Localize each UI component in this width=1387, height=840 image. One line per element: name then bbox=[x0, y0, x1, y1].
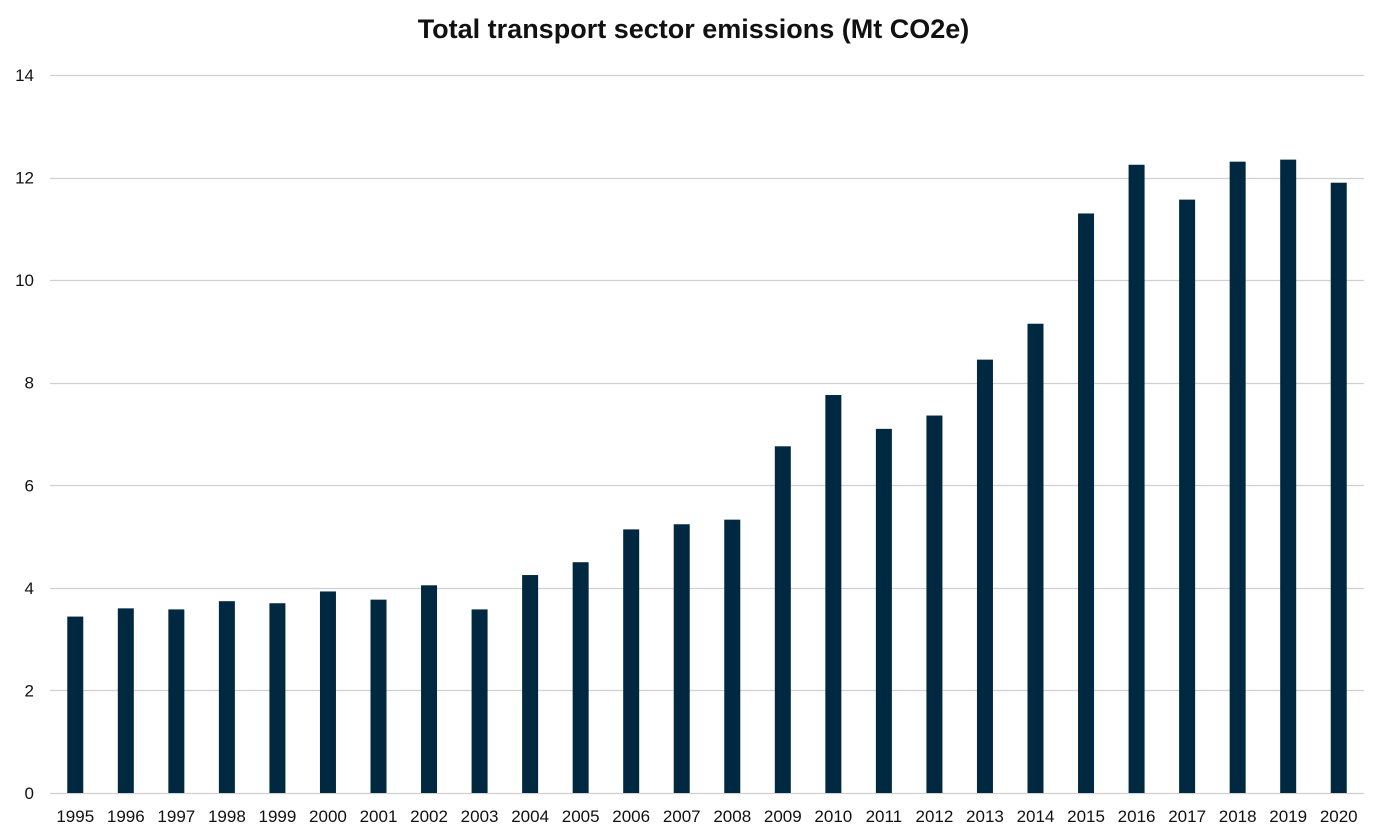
x-tick-label: 2005 bbox=[562, 807, 600, 826]
bar-2020 bbox=[1330, 182, 1347, 793]
x-tick-label: 2006 bbox=[612, 807, 650, 826]
bar-1997 bbox=[168, 609, 185, 793]
y-tick-label: 6 bbox=[25, 476, 34, 495]
x-tick-label: 2012 bbox=[916, 807, 954, 826]
y-tick-label: 8 bbox=[25, 374, 34, 393]
x-tick-label: 1997 bbox=[157, 807, 195, 826]
x-tick-label: 2014 bbox=[1017, 807, 1055, 826]
bar-2018 bbox=[1229, 161, 1246, 794]
bar-2008 bbox=[724, 519, 741, 793]
x-tick-label: 2003 bbox=[461, 807, 499, 826]
x-tick-label: 2015 bbox=[1067, 807, 1105, 826]
bar-2011 bbox=[875, 428, 892, 793]
x-tick-label: 2013 bbox=[966, 807, 1004, 826]
y-tick-label: 0 bbox=[25, 784, 34, 803]
bar-2017 bbox=[1179, 199, 1196, 793]
x-axis-tick-labels: 1995 1996 1997 1998 1999 2000 2001 2002 2003 2004… bbox=[56, 807, 1357, 826]
bar-2019 bbox=[1280, 159, 1297, 793]
x-tick-label: 2010 bbox=[814, 807, 852, 826]
bar-2002 bbox=[421, 585, 438, 793]
bar-2010 bbox=[825, 395, 842, 793]
x-tick-label: 2007 bbox=[663, 807, 701, 826]
y-axis-tick-labels: 0 2 4 6 8 10 12 14 bbox=[15, 66, 34, 803]
bar-2012 bbox=[926, 415, 943, 793]
bar-1999 bbox=[269, 603, 286, 793]
gridlines bbox=[50, 74, 1364, 795]
y-tick-label: 4 bbox=[25, 579, 34, 598]
bar-1996 bbox=[117, 608, 134, 793]
bar-2000 bbox=[319, 591, 336, 793]
chart-title: Total transport sector emissions (Mt CO2… bbox=[417, 14, 970, 44]
bar-2006 bbox=[623, 529, 640, 793]
x-tick-label: 1999 bbox=[259, 807, 297, 826]
x-tick-label: 2019 bbox=[1269, 807, 1307, 826]
bar-2014 bbox=[1027, 323, 1044, 793]
x-tick-label: 2004 bbox=[511, 807, 549, 826]
bar-1998 bbox=[218, 601, 235, 793]
x-tick-label: 2009 bbox=[764, 807, 802, 826]
bar-2005 bbox=[572, 562, 589, 793]
y-tick-label: 12 bbox=[15, 169, 34, 188]
x-tick-label: 2018 bbox=[1219, 807, 1257, 826]
bar-2015 bbox=[1078, 213, 1095, 794]
y-tick-label: 14 bbox=[15, 66, 34, 85]
x-tick-label: 2001 bbox=[360, 807, 398, 826]
x-tick-label: 2002 bbox=[410, 807, 448, 826]
y-tick-label: 2 bbox=[25, 681, 34, 700]
bar-1995 bbox=[67, 616, 84, 793]
bar-2003 bbox=[471, 609, 488, 793]
bars bbox=[67, 159, 1347, 794]
bar-2016 bbox=[1128, 164, 1145, 793]
x-tick-label: 2017 bbox=[1168, 807, 1206, 826]
x-tick-label: 2016 bbox=[1118, 807, 1156, 826]
x-tick-label: 2020 bbox=[1320, 807, 1358, 826]
bar-2004 bbox=[522, 575, 539, 793]
x-tick-label: 2011 bbox=[866, 807, 903, 826]
x-tick-label: 1998 bbox=[208, 807, 246, 826]
x-tick-label: 1995 bbox=[56, 807, 94, 826]
x-tick-label: 2000 bbox=[309, 807, 347, 826]
bar-2007 bbox=[673, 524, 690, 793]
bar-2009 bbox=[774, 446, 791, 793]
x-tick-label: 2008 bbox=[713, 807, 751, 826]
x-tick-label: 1996 bbox=[107, 807, 145, 826]
bar-2013 bbox=[976, 359, 993, 793]
bar-2001 bbox=[370, 599, 387, 793]
y-tick-label: 10 bbox=[15, 271, 34, 290]
